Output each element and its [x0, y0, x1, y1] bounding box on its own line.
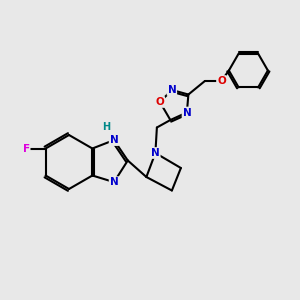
Text: F: F [22, 143, 30, 154]
Text: O: O [155, 97, 164, 107]
Text: N: N [110, 135, 118, 145]
Text: N: N [182, 107, 191, 118]
Text: N: N [151, 148, 160, 158]
Text: N: N [110, 177, 118, 187]
Text: N: N [167, 85, 176, 95]
Text: H: H [102, 122, 110, 133]
Text: O: O [217, 76, 226, 86]
